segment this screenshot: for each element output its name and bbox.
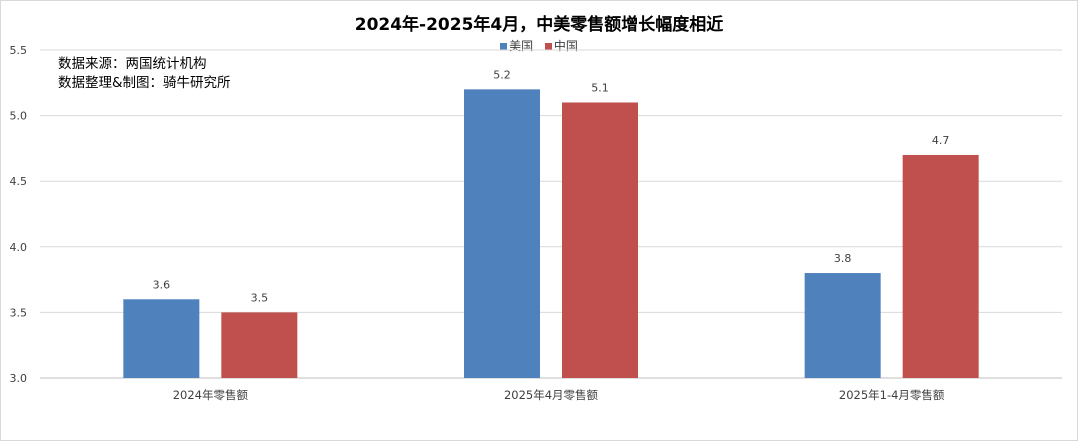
data-label: 4.7 xyxy=(932,134,950,147)
y-tick-label: 4.0 xyxy=(10,241,28,254)
bar xyxy=(562,102,638,378)
y-tick-label: 4.5 xyxy=(10,175,28,188)
bar xyxy=(804,273,881,378)
chart-title: 2024年-2025年4月，中美零售额增长幅度相近 xyxy=(354,15,724,35)
chart-annotations: 数据来源：两国统计机构 数据整理&制图：骑牛研究所 xyxy=(58,55,231,93)
legend-swatch-us xyxy=(500,43,508,50)
bar xyxy=(221,312,298,378)
y-tick-label: 3.0 xyxy=(10,372,28,385)
y-tick-label: 3.5 xyxy=(10,306,28,319)
credit-note: 数据整理&制图：骑牛研究所 xyxy=(58,75,231,91)
data-label: 3.6 xyxy=(153,278,171,291)
x-tick-label: 2025年4月零售额 xyxy=(504,388,599,402)
y-tick-label: 5.0 xyxy=(10,110,28,123)
y-tick-label: 5.5 xyxy=(10,44,28,57)
data-source-note: 数据来源：两国统计机构 xyxy=(58,56,207,72)
bar xyxy=(902,154,979,378)
x-tick-label: 2025年1-4月零售额 xyxy=(839,388,945,402)
bar xyxy=(464,89,540,379)
legend-swatch-cn xyxy=(544,43,552,50)
bar xyxy=(123,299,200,378)
x-tick-label: 2024年零售额 xyxy=(173,388,249,402)
data-label: 5.1 xyxy=(591,81,609,94)
data-label: 3.8 xyxy=(834,252,852,265)
data-label: 5.2 xyxy=(493,68,511,81)
data-label: 3.5 xyxy=(251,291,269,304)
